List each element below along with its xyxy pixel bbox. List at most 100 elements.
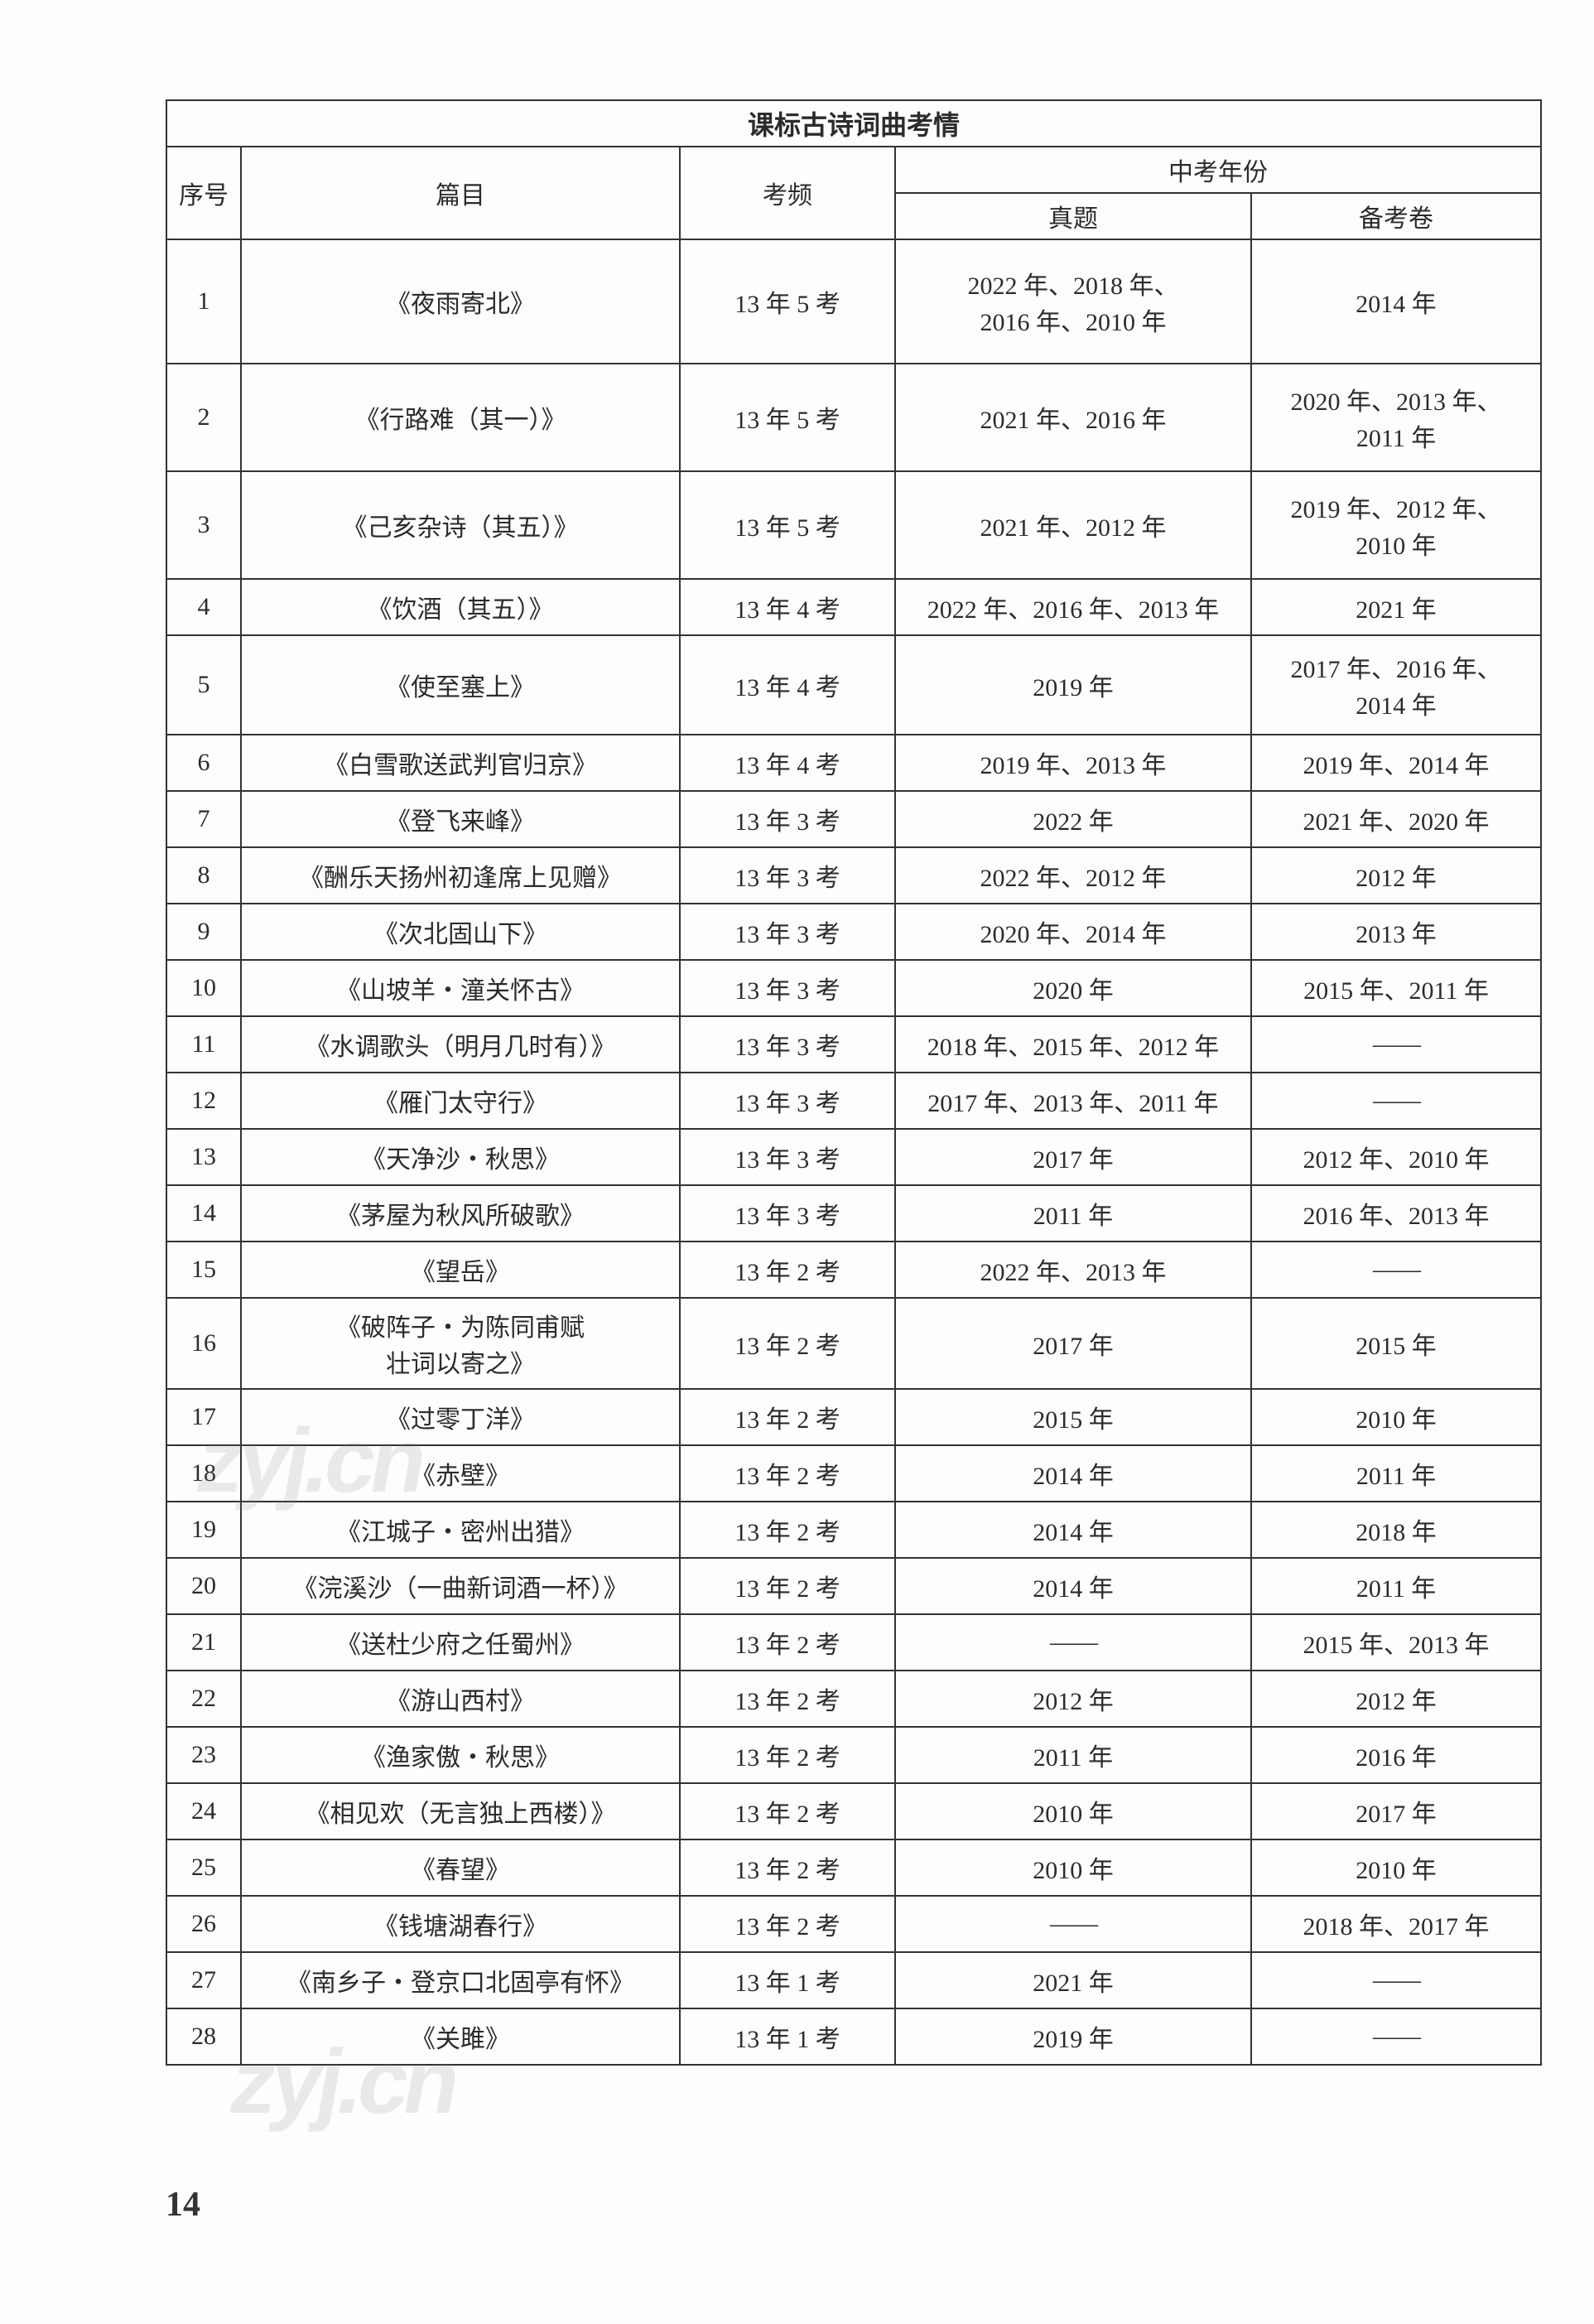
cell-real: 2022 年 [895,791,1251,847]
cell-freq: 13 年 2 考 [680,1896,895,1952]
table-row: 5《使至塞上》13 年 4 考2019 年2017 年、2016 年、2014 … [166,635,1541,735]
cell-title: 《酬乐天扬州初逢席上见赠》 [241,847,680,904]
table-row: 16《破阵子・为陈同甫赋壮词以寄之》13 年 2 考2017 年2015 年 [166,1298,1541,1389]
table-row: 21《送杜少府之任蜀州》13 年 2 考——2015 年、2013 年 [166,1614,1541,1671]
cell-seq: 25 [166,1839,241,1896]
cell-freq: 13 年 2 考 [680,1558,895,1614]
header-freq: 考频 [680,147,895,239]
cell-freq: 13 年 2 考 [680,1445,895,1502]
cell-seq: 19 [166,1502,241,1558]
cell-freq: 13 年 3 考 [680,1073,895,1129]
table-row: 3《己亥杂诗（其五）》13 年 5 考2021 年、2012 年2019 年、2… [166,471,1541,579]
table-row: 1《夜雨寄北》13 年 5 考2022 年、2018 年、2016 年、2010… [166,239,1541,364]
cell-prep: 2011 年 [1251,1445,1541,1502]
cell-real: —— [895,1614,1251,1671]
cell-freq: 13 年 3 考 [680,847,895,904]
cell-title: 《次北固山下》 [241,904,680,960]
cell-real: 2022 年、2016 年、2013 年 [895,579,1251,635]
cell-freq: 13 年 2 考 [680,1614,895,1671]
cell-prep: 2019 年、2014 年 [1251,735,1541,791]
table-row: 6《白雪歌送武判官归京》13 年 4 考2019 年、2013 年2019 年、… [166,735,1541,791]
table-row: 24《相见欢（无言独上西楼）》13 年 2 考2010 年2017 年 [166,1783,1541,1839]
cell-prep: 2011 年 [1251,1558,1541,1614]
cell-title: 《山坡羊・潼关怀古》 [241,960,680,1016]
cell-title: 《使至塞上》 [241,635,680,735]
cell-seq: 3 [166,471,241,579]
cell-prep: 2019 年、2012 年、2010 年 [1251,471,1541,579]
cell-title: 《春望》 [241,1839,680,1896]
header-prep: 备考卷 [1251,193,1541,239]
table-row: 10《山坡羊・潼关怀古》13 年 3 考2020 年2015 年、2011 年 [166,960,1541,1016]
cell-seq: 7 [166,791,241,847]
cell-seq: 1 [166,239,241,364]
cell-title: 《己亥杂诗（其五）》 [241,471,680,579]
cell-title: 《水调歌头（明月几时有）》 [241,1016,680,1073]
cell-real: 2014 年 [895,1502,1251,1558]
cell-seq: 2 [166,364,241,471]
cell-title: 《望岳》 [241,1242,680,1298]
cell-real: 2014 年 [895,1445,1251,1502]
table-row: 28《关雎》13 年 1 考2019 年—— [166,2008,1541,2065]
cell-prep: 2014 年 [1251,239,1541,364]
cell-prep: —— [1251,1016,1541,1073]
cell-freq: 13 年 3 考 [680,1185,895,1242]
table-row: 9《次北固山下》13 年 3 考2020 年、2014 年2013 年 [166,904,1541,960]
table-row: 23《渔家傲・秋思》13 年 2 考2011 年2016 年 [166,1727,1541,1783]
cell-title: 《游山西村》 [241,1671,680,1727]
page-number: 14 [166,2185,200,2225]
cell-freq: 13 年 5 考 [680,239,895,364]
cell-seq: 18 [166,1445,241,1502]
cell-prep: 2013 年 [1251,904,1541,960]
cell-freq: 13 年 1 考 [680,2008,895,2065]
cell-title: 《浣溪沙（一曲新词酒一杯）》 [241,1558,680,1614]
cell-seq: 6 [166,735,241,791]
cell-prep: —— [1251,1073,1541,1129]
table-row: 27《南乡子・登京口北固亭有怀》13 年 1 考2021 年—— [166,1952,1541,2008]
cell-seq: 24 [166,1783,241,1839]
table-row: 18《赤壁》13 年 2 考2014 年2011 年 [166,1445,1541,1502]
table-row: 15《望岳》13 年 2 考2022 年、2013 年—— [166,1242,1541,1298]
cell-prep: 2010 年 [1251,1839,1541,1896]
cell-freq: 13 年 1 考 [680,1952,895,2008]
table-head: 课标古诗词曲考情 序号 篇目 考频 中考年份 真题 备考卷 [166,100,1541,239]
header-real: 真题 [895,193,1251,239]
cell-seq: 15 [166,1242,241,1298]
cell-freq: 13 年 2 考 [680,1389,895,1445]
table-row: 8《酬乐天扬州初逢席上见赠》13 年 3 考2022 年、2012 年2012 … [166,847,1541,904]
cell-real: 2012 年 [895,1671,1251,1727]
cell-real: 2020 年、2014 年 [895,904,1251,960]
cell-title: 《天净沙・秋思》 [241,1129,680,1185]
cell-seq: 11 [166,1016,241,1073]
cell-prep: 2012 年、2010 年 [1251,1129,1541,1185]
cell-real: 2017 年 [895,1298,1251,1389]
cell-prep: 2020 年、2013 年、2011 年 [1251,364,1541,471]
cell-real: 2015 年 [895,1389,1251,1445]
cell-real: 2017 年 [895,1129,1251,1185]
cell-seq: 22 [166,1671,241,1727]
cell-seq: 13 [166,1129,241,1185]
cell-freq: 13 年 5 考 [680,364,895,471]
cell-seq: 8 [166,847,241,904]
cell-real: 2019 年 [895,635,1251,735]
cell-prep: 2012 年 [1251,1671,1541,1727]
table-row: 25《春望》13 年 2 考2010 年2010 年 [166,1839,1541,1896]
cell-title: 《行路难（其一）》 [241,364,680,471]
cell-prep: —— [1251,2008,1541,2065]
cell-prep: 2018 年、2017 年 [1251,1896,1541,1952]
cell-real: 2019 年、2013 年 [895,735,1251,791]
table-title: 课标古诗词曲考情 [166,100,1541,147]
table-row: 7《登飞来峰》13 年 3 考2022 年2021 年、2020 年 [166,791,1541,847]
cell-real: 2011 年 [895,1727,1251,1783]
cell-seq: 9 [166,904,241,960]
cell-title: 《白雪歌送武判官归京》 [241,735,680,791]
cell-freq: 13 年 2 考 [680,1727,895,1783]
cell-prep: —— [1251,1242,1541,1298]
table-row: 2《行路难（其一）》13 年 5 考2021 年、2016 年2020 年、20… [166,364,1541,471]
header-seq: 序号 [166,147,241,239]
cell-freq: 13 年 2 考 [680,1783,895,1839]
cell-freq: 13 年 3 考 [680,1016,895,1073]
cell-freq: 13 年 2 考 [680,1839,895,1896]
cell-title: 《登飞来峰》 [241,791,680,847]
cell-freq: 13 年 5 考 [680,471,895,579]
cell-seq: 5 [166,635,241,735]
